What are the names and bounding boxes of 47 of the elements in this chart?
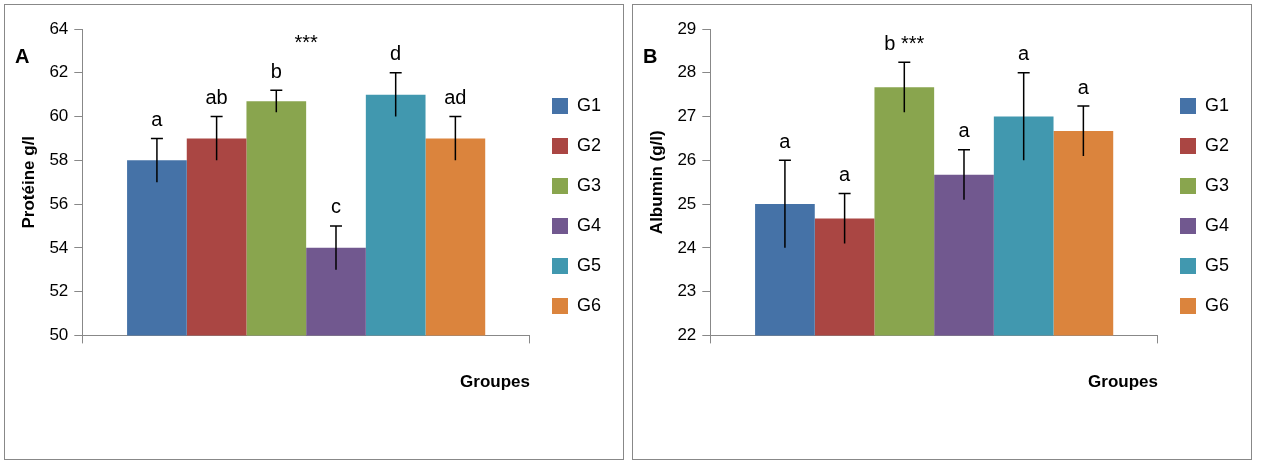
legend-label: G4 bbox=[576, 214, 601, 235]
y-axis-title: Protéine g/l bbox=[18, 135, 38, 229]
data-label: b bbox=[270, 59, 282, 82]
data-label: c bbox=[330, 195, 341, 218]
legend-label: G5 bbox=[1204, 254, 1229, 275]
legend-label: G6 bbox=[576, 294, 601, 315]
legend-label: G4 bbox=[1204, 214, 1229, 235]
y-tick-label: 24 bbox=[677, 237, 697, 257]
y-tick-label: 27 bbox=[677, 106, 697, 126]
legend-label: G1 bbox=[576, 94, 601, 115]
y-tick-label: 29 bbox=[677, 18, 697, 38]
y-tick-label: 26 bbox=[677, 150, 697, 169]
legend-label: G2 bbox=[1204, 134, 1229, 155]
y-tick-label: 25 bbox=[677, 193, 697, 213]
y-tick-label: 62 bbox=[49, 62, 69, 82]
text: B bbox=[643, 44, 658, 67]
x-axis-title: Groupes bbox=[460, 372, 530, 392]
data-label: b *** bbox=[884, 31, 925, 54]
legend-label: G3 bbox=[576, 174, 601, 195]
y-tick-label: 28 bbox=[677, 62, 697, 82]
data-label: ab bbox=[205, 86, 228, 109]
legend-label: G3 bbox=[1204, 174, 1229, 195]
legend-label: G6 bbox=[1204, 294, 1229, 315]
y-tick-label: 56 bbox=[49, 193, 69, 213]
data-label: d bbox=[390, 42, 402, 65]
data-label: a bbox=[779, 129, 792, 152]
y-tick-label: 54 bbox=[49, 237, 69, 257]
data-label: a bbox=[151, 107, 164, 130]
y-axis-title: Albumin (g/l) bbox=[646, 130, 666, 235]
data-label: ad bbox=[444, 86, 467, 109]
y-tick-label: 60 bbox=[49, 106, 69, 126]
x-axis-title: Groupes bbox=[1088, 372, 1158, 392]
y-tick-label: 22 bbox=[677, 325, 697, 345]
data-label: a bbox=[1077, 75, 1090, 98]
data-label: a bbox=[1018, 42, 1031, 65]
y-tick-label: 50 bbox=[49, 325, 69, 345]
y-tick-label: 23 bbox=[677, 281, 697, 301]
legend-label: G5 bbox=[576, 254, 601, 275]
y-tick-label: 58 bbox=[49, 150, 69, 169]
legend-label: G1 bbox=[1204, 94, 1229, 115]
text: A bbox=[15, 44, 30, 67]
annotation: *** bbox=[294, 30, 319, 53]
legend-label: G2 bbox=[576, 134, 601, 155]
y-tick-label: 52 bbox=[49, 281, 69, 301]
y-tick-label: 64 bbox=[49, 18, 69, 38]
data-label: a bbox=[839, 163, 852, 186]
data-label: a bbox=[958, 119, 971, 142]
